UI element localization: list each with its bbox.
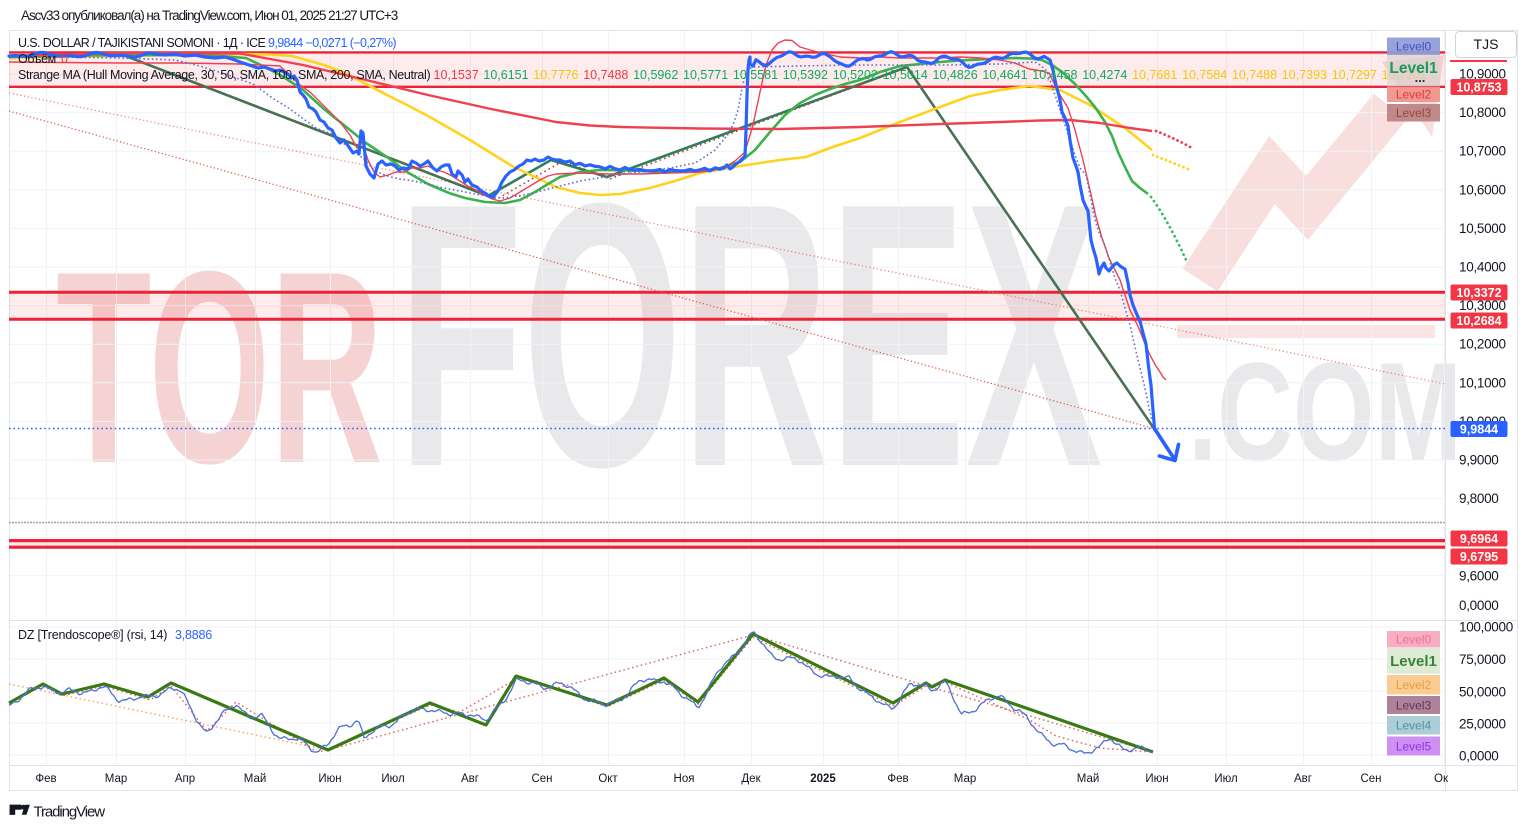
svg-text:U.S. DOLLAR / TAJIKISTANI SOMO: U.S. DOLLAR / TAJIKISTANI SOMONI · 1Д · … <box>18 36 266 50</box>
svg-text:Июн: Июн <box>318 773 341 785</box>
svg-text:10,7000: 10,7000 <box>1459 144 1506 159</box>
svg-text:10,3000: 10,3000 <box>1459 298 1506 313</box>
svg-text:10,6000: 10,6000 <box>1459 182 1506 197</box>
svg-text:Level1: Level1 <box>1390 653 1437 670</box>
svg-text:Авг: Авг <box>461 773 479 785</box>
svg-text:Мар: Мар <box>954 773 977 785</box>
svg-text:Level0: Level0 <box>1396 633 1432 647</box>
svg-text:TJS: TJS <box>1474 36 1499 52</box>
svg-text:10,2684: 10,2684 <box>1456 314 1501 328</box>
svg-text:10,8753: 10,8753 <box>1456 81 1501 95</box>
svg-text:...: ... <box>1415 70 1426 85</box>
svg-text:50,0000: 50,0000 <box>1459 685 1506 700</box>
svg-text:10,3372: 10,3372 <box>1456 286 1501 300</box>
svg-text:TradingView: TradingView <box>34 804 106 821</box>
svg-text:Level3: Level3 <box>1396 698 1432 712</box>
svg-text:Level3: Level3 <box>1396 106 1432 120</box>
svg-text:Объём: Объём <box>18 52 56 66</box>
svg-text:TOR: TOR <box>56 215 383 521</box>
svg-text:Мар: Мар <box>105 773 128 785</box>
svg-text:Июл: Июл <box>381 773 404 785</box>
svg-text:Окт: Окт <box>598 773 618 785</box>
svg-text:9,9844 −0,0271 (−0,27%): 9,9844 −0,0271 (−0,27%) <box>268 36 396 50</box>
svg-text:10,2000: 10,2000 <box>1459 337 1506 352</box>
svg-text:Level5: Level5 <box>1396 739 1432 753</box>
svg-text:10,8000: 10,8000 <box>1459 105 1506 120</box>
svg-text:9,8000: 9,8000 <box>1459 491 1499 506</box>
svg-text:9,6795: 9,6795 <box>1460 550 1498 564</box>
svg-text:Strange MA (Hull Moving Averag: Strange MA (Hull Moving Average, 30, 50,… <box>18 68 1427 82</box>
svg-text:0: 0 <box>61 52 68 66</box>
svg-text:DZ [Trendoscope®] (rsi, 14)3,8: DZ [Trendoscope®] (rsi, 14) 3,8886 <box>18 628 212 642</box>
svg-text:10,1000: 10,1000 <box>1459 375 1506 390</box>
svg-text:Июн: Июн <box>1145 773 1168 785</box>
svg-text:Level0: Level0 <box>1396 40 1432 54</box>
svg-text:Май: Май <box>244 773 267 785</box>
svg-text:Сен: Сен <box>1360 773 1381 785</box>
svg-text:Авг: Авг <box>1294 773 1312 785</box>
svg-text:Май: Май <box>1077 773 1100 785</box>
svg-text:Level2: Level2 <box>1396 678 1432 692</box>
svg-text:Ноя: Ноя <box>674 773 695 785</box>
svg-text:Level2: Level2 <box>1396 88 1432 102</box>
svg-text:Дек: Дек <box>741 773 761 785</box>
svg-text:Фев: Фев <box>35 773 56 785</box>
svg-text:Level1: Level1 <box>1389 60 1438 77</box>
svg-text:Июл: Июл <box>1214 773 1237 785</box>
svg-text:Сен: Сен <box>531 773 552 785</box>
svg-text:.COM: .COM <box>1188 333 1462 490</box>
svg-text:25,0000: 25,0000 <box>1459 717 1506 732</box>
svg-text:10,5000: 10,5000 <box>1459 221 1506 236</box>
svg-text:10,9000: 10,9000 <box>1459 67 1506 82</box>
svg-text:Фев: Фев <box>887 773 908 785</box>
svg-text:9,6964: 9,6964 <box>1460 532 1498 546</box>
svg-text:9,9844: 9,9844 <box>1460 423 1498 437</box>
svg-text:Апр: Апр <box>175 773 195 785</box>
svg-text:0,0000: 0,0000 <box>1459 749 1499 764</box>
svg-text:Ascv33 опубликовал(а) на Tradi: Ascv33 опубликовал(а) на TradingView.com… <box>21 8 398 23</box>
svg-text:2025: 2025 <box>810 773 836 785</box>
svg-text:Ок: Ок <box>1434 773 1449 785</box>
svg-text:0,0000: 0,0000 <box>1459 598 1499 613</box>
svg-text:10,4000: 10,4000 <box>1459 260 1506 275</box>
svg-text:9,9000: 9,9000 <box>1459 453 1499 468</box>
svg-text:100,0000: 100,0000 <box>1459 620 1513 635</box>
svg-text:Level4: Level4 <box>1396 719 1432 733</box>
svg-text:9,6000: 9,6000 <box>1459 568 1499 583</box>
svg-text:75,0000: 75,0000 <box>1459 652 1506 667</box>
